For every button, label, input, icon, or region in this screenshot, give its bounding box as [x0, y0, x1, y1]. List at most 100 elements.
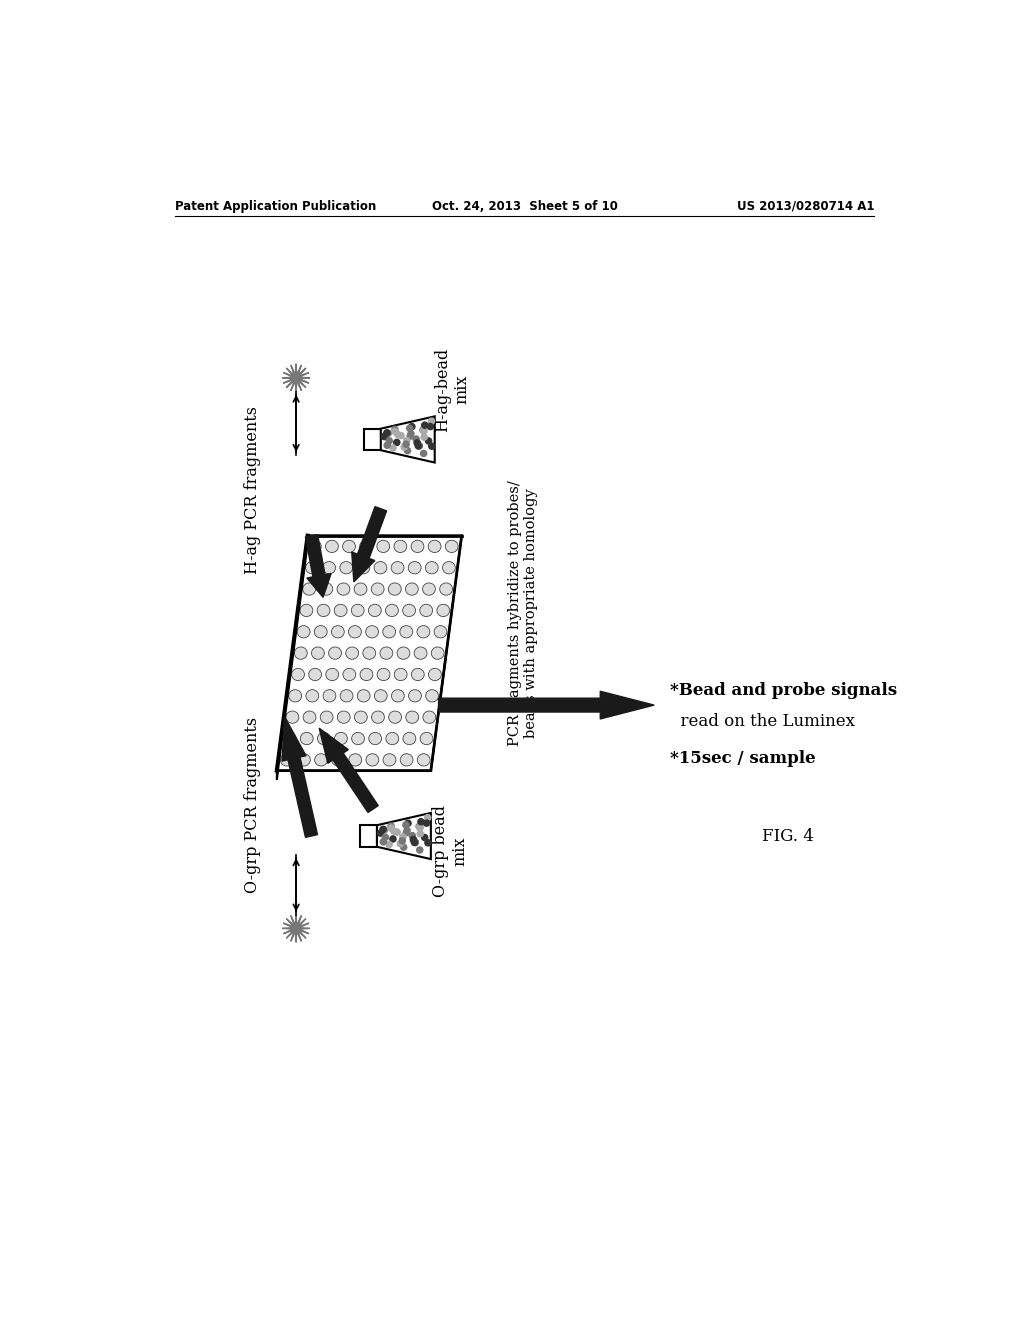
- Circle shape: [404, 447, 411, 454]
- Circle shape: [416, 444, 422, 449]
- Polygon shape: [305, 535, 331, 597]
- Ellipse shape: [297, 626, 310, 638]
- Circle shape: [392, 426, 398, 433]
- Polygon shape: [283, 364, 310, 392]
- Ellipse shape: [354, 711, 368, 723]
- Circle shape: [380, 826, 386, 833]
- Circle shape: [397, 841, 403, 846]
- Circle shape: [380, 838, 386, 845]
- Ellipse shape: [391, 561, 404, 574]
- Circle shape: [394, 829, 400, 836]
- Ellipse shape: [417, 626, 430, 638]
- Ellipse shape: [366, 626, 379, 638]
- Ellipse shape: [406, 711, 419, 723]
- Ellipse shape: [348, 626, 361, 638]
- Ellipse shape: [300, 733, 313, 744]
- Circle shape: [413, 840, 419, 845]
- Ellipse shape: [369, 733, 382, 744]
- Circle shape: [404, 820, 411, 826]
- Polygon shape: [282, 717, 317, 837]
- Ellipse shape: [343, 668, 355, 681]
- Ellipse shape: [391, 689, 404, 702]
- Circle shape: [416, 442, 422, 449]
- Polygon shape: [377, 813, 431, 859]
- Ellipse shape: [292, 668, 304, 681]
- Circle shape: [381, 826, 387, 833]
- Ellipse shape: [377, 668, 390, 681]
- Ellipse shape: [386, 605, 398, 616]
- Circle shape: [421, 428, 427, 433]
- Circle shape: [427, 424, 433, 429]
- Ellipse shape: [308, 540, 322, 553]
- Ellipse shape: [340, 561, 352, 574]
- Text: O-grp bead
mix: O-grp bead mix: [432, 805, 468, 898]
- Circle shape: [417, 825, 423, 830]
- Circle shape: [411, 837, 417, 843]
- Circle shape: [408, 430, 414, 437]
- Ellipse shape: [394, 668, 408, 681]
- Ellipse shape: [439, 583, 453, 595]
- Ellipse shape: [306, 689, 318, 702]
- Ellipse shape: [437, 605, 450, 616]
- Circle shape: [424, 820, 430, 826]
- Text: O-grp PCR fragments: O-grp PCR fragments: [244, 717, 261, 894]
- Circle shape: [381, 433, 387, 440]
- Ellipse shape: [423, 583, 435, 595]
- Circle shape: [425, 814, 431, 821]
- Ellipse shape: [334, 605, 347, 616]
- Ellipse shape: [332, 626, 344, 638]
- Circle shape: [392, 429, 398, 434]
- Circle shape: [414, 440, 420, 446]
- Circle shape: [421, 434, 427, 441]
- Ellipse shape: [329, 647, 341, 659]
- Circle shape: [411, 837, 417, 842]
- Circle shape: [417, 830, 423, 837]
- Ellipse shape: [362, 647, 376, 659]
- Circle shape: [393, 440, 399, 446]
- Ellipse shape: [442, 561, 456, 574]
- Circle shape: [409, 424, 415, 430]
- Ellipse shape: [409, 561, 421, 574]
- Polygon shape: [438, 692, 654, 719]
- Ellipse shape: [294, 647, 307, 659]
- Circle shape: [413, 436, 419, 442]
- Ellipse shape: [372, 583, 384, 595]
- Circle shape: [404, 828, 411, 833]
- Circle shape: [386, 841, 392, 847]
- Ellipse shape: [357, 561, 370, 574]
- Ellipse shape: [340, 689, 353, 702]
- Ellipse shape: [323, 689, 336, 702]
- Circle shape: [398, 433, 404, 438]
- Ellipse shape: [303, 711, 316, 723]
- Circle shape: [403, 441, 410, 447]
- Ellipse shape: [354, 583, 367, 595]
- Ellipse shape: [360, 668, 373, 681]
- Text: FIG. 4: FIG. 4: [762, 829, 814, 845]
- Circle shape: [410, 833, 416, 838]
- Ellipse shape: [298, 754, 310, 766]
- Ellipse shape: [406, 583, 418, 595]
- Circle shape: [421, 450, 427, 457]
- Ellipse shape: [326, 540, 338, 553]
- Ellipse shape: [403, 733, 416, 744]
- Ellipse shape: [402, 605, 416, 616]
- Ellipse shape: [351, 733, 365, 744]
- Ellipse shape: [425, 561, 438, 574]
- Circle shape: [391, 828, 397, 834]
- Circle shape: [417, 824, 423, 830]
- Ellipse shape: [377, 540, 390, 553]
- Ellipse shape: [394, 540, 407, 553]
- Polygon shape: [360, 825, 377, 847]
- Circle shape: [429, 444, 435, 449]
- Circle shape: [388, 822, 394, 829]
- Ellipse shape: [420, 733, 433, 744]
- Ellipse shape: [337, 583, 350, 595]
- Circle shape: [399, 834, 406, 840]
- Ellipse shape: [332, 754, 344, 766]
- Ellipse shape: [420, 605, 432, 616]
- Circle shape: [377, 830, 384, 836]
- Text: read on the Luminex: read on the Luminex: [670, 713, 855, 730]
- Circle shape: [417, 847, 423, 853]
- Polygon shape: [319, 729, 378, 813]
- Ellipse shape: [305, 561, 318, 574]
